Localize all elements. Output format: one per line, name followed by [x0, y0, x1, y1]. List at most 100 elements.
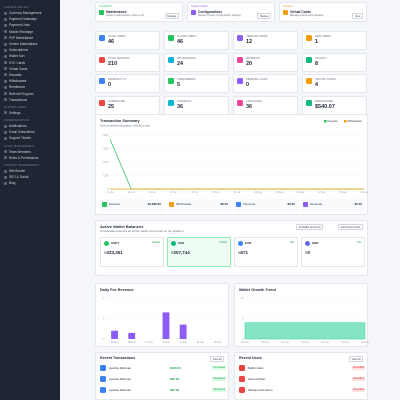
sidebar-item[interactable]: Email Subscribers — [4, 129, 56, 135]
sidebar-item[interactable]: Site Builder — [4, 168, 56, 174]
y-tick-label: 2 — [103, 297, 105, 300]
sidebar-item[interactable]: Payment Links — [4, 22, 56, 28]
sidebar-item[interactable]: P2P Marketplace — [4, 35, 56, 41]
sidebar-item[interactable]: Vendor Marketplace — [4, 41, 56, 47]
sidebar-item[interactable]: Support Tickets — [4, 135, 56, 141]
sidebar-item[interactable]: Notifications — [4, 123, 56, 129]
sidebar-label: Subscriptions — [9, 48, 29, 53]
stat-card: NEW USERS 1 — [302, 31, 367, 50]
chart-title: Transaction Summary — [100, 119, 141, 123]
sidebar-item[interactable]: Team Members — [4, 149, 56, 155]
icon — [4, 98, 7, 102]
stat-value: 0 — [246, 82, 250, 88]
stat-label: PENDING LOANS — [246, 78, 268, 81]
wallet-card: Active Wallet Balances Consolidated acros… — [95, 220, 368, 276]
sidebar-heading: STAFF MANAGEMENT — [4, 144, 35, 148]
stat-icon — [168, 78, 174, 84]
sidebar-item[interactable]: Blog — [4, 180, 56, 186]
y-tick-label: 5 — [242, 317, 244, 320]
summary-icon — [236, 202, 241, 207]
stat-card: FEES EARNED $540.07 — [302, 95, 367, 115]
legend-label: Deposits — [328, 119, 339, 123]
sidebar-item[interactable]: Mobile Recharge — [4, 29, 56, 35]
icon — [4, 67, 7, 71]
x-tick-label: 16 Aug — [197, 341, 205, 344]
x-tick-label: 09 Aug — [297, 191, 305, 194]
stat-label: VERIFIED USERS — [246, 35, 268, 38]
sidebar-item[interactable]: Virtual Cards — [4, 66, 56, 72]
card-title: Configurations — [198, 10, 223, 14]
wallet-icon — [238, 241, 243, 246]
icon — [4, 181, 7, 185]
stat-value: 5 — [177, 82, 181, 88]
y-tick-label: 4000 — [103, 134, 109, 137]
sidebar-item[interactable]: Wallet Sort — [4, 53, 56, 59]
icon — [4, 175, 7, 179]
sidebar-item[interactable]: Currency Management — [4, 10, 56, 16]
stat-icon — [99, 78, 105, 84]
stat-card: TOTAL USERS 46 — [95, 31, 160, 50]
sidebar-item[interactable]: Deposits — [4, 72, 56, 78]
x-tick-label: 31 Jul — [234, 191, 241, 194]
sidebar-label: KYC Cards — [9, 60, 25, 65]
sidebar-label: SEO & Social — [9, 175, 29, 180]
badge: Pending — [283, 5, 293, 8]
card-title: Maintenance — [106, 10, 127, 14]
sidebar-label: Roles & Permissions — [9, 155, 39, 160]
sidebar-heading: CONTENT MANAGEMENT — [4, 163, 40, 167]
icon — [4, 73, 7, 77]
button[interactable]: Currencies Active — [337, 224, 363, 230]
icon — [4, 61, 7, 65]
x-tick-label: 14 Aug — [179, 341, 187, 344]
button[interactable]: View — [352, 13, 363, 19]
sidebar-item[interactable]: Settings — [4, 110, 56, 116]
x-tick-label: 16 Aug — [341, 341, 349, 344]
sidebar-item[interactable]: KYC Cards — [4, 60, 56, 66]
wallet-currency: USDT — [111, 241, 120, 245]
stat-label: TICKETS — [315, 56, 326, 60]
button[interactable]: All Wallet Accounts — [296, 224, 323, 230]
stat-card: PENDING LOANS 0 — [233, 74, 298, 93]
stat-icon — [306, 99, 312, 106]
sidebar-item[interactable]: Withdrawals — [4, 78, 56, 84]
stat-value: 24 — [177, 60, 184, 67]
sidebar-item[interactable]: Roles & Permissions — [4, 155, 56, 161]
stat-card: WITHDRAWALS 24 — [164, 52, 229, 72]
wallet-item: USD Default ≈207,744 — [167, 237, 231, 267]
button[interactable]: View All — [209, 356, 224, 362]
button[interactable]: Manage — [164, 13, 179, 19]
x-tick-label: 14 Aug — [321, 341, 329, 344]
sidebar-item[interactable]: SEO & Social — [4, 174, 56, 180]
wallet-balance: ≈0 — [305, 250, 310, 255]
row-status: Unverified — [351, 366, 365, 370]
button[interactable]: View All — [348, 356, 363, 362]
row-status: Unverified — [351, 388, 365, 392]
stat-label: GATEWAYS — [177, 99, 192, 103]
wallet-subtitle: Consolidated across all active wallet cu… — [100, 229, 184, 233]
stat-value: 1 — [315, 39, 319, 45]
list-row: Ayesha Rahman $50.00 Completed — [100, 375, 226, 384]
bar — [128, 332, 136, 339]
sidebar-item[interactable]: Remittance — [4, 84, 56, 90]
legend-swatch — [344, 120, 347, 123]
wallet-title: Active Wallet Balances — [100, 224, 144, 229]
summary-value: $0.00 — [287, 202, 295, 206]
y-tick-label: 10 — [241, 297, 244, 300]
stat-label: CURRENCIES — [108, 99, 126, 103]
chart-card: Daily Fee Revenue 0 1 2 06 Aug 08 Aug 10 Aug 12… — [95, 283, 229, 347]
button[interactable]: Review — [257, 13, 271, 19]
stat-icon — [168, 56, 174, 63]
card-text: Manage virtual card requests — [290, 14, 324, 17]
stat-label: FEES EARNED — [315, 99, 334, 103]
list-card: Recent Users View All Rafiul Islam Unverifi… — [234, 352, 368, 400]
icon — [99, 10, 104, 15]
summary-icon — [169, 202, 174, 207]
sidebar-item[interactable]: Payment Gateways — [4, 16, 56, 22]
wallet-item: GBP Fiat ≈0 — [301, 237, 365, 267]
sidebar-item[interactable]: Referral Program — [4, 90, 56, 96]
sidebar-item[interactable]: Transactions — [4, 97, 56, 103]
sidebar-item[interactable]: Subscriptions — [4, 47, 56, 53]
chart: Wallet Growth Trend 0 5 10 06 Aug 08 Aug 10 Au… — [239, 288, 369, 344]
